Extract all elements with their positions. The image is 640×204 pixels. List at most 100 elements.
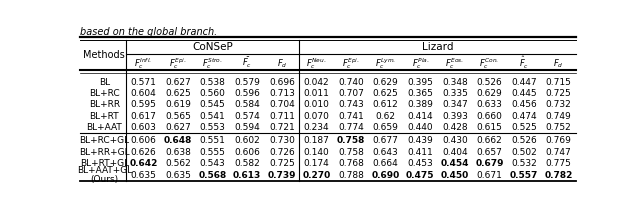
Text: 0.456: 0.456 (511, 100, 537, 109)
Text: 0.774: 0.774 (338, 123, 364, 132)
Text: 0.743: 0.743 (338, 100, 364, 109)
Text: 0.602: 0.602 (234, 136, 260, 145)
Text: 0.739: 0.739 (268, 170, 296, 179)
Text: 0.545: 0.545 (200, 100, 225, 109)
Text: 0.560: 0.560 (200, 89, 225, 98)
Text: 0.725: 0.725 (546, 89, 572, 98)
Text: 0.174: 0.174 (303, 158, 330, 167)
Text: 0.635: 0.635 (131, 170, 156, 179)
Text: 0.627: 0.627 (165, 77, 191, 86)
Text: 0.335: 0.335 (442, 89, 468, 98)
Text: 0.606: 0.606 (131, 136, 156, 145)
Text: 0.595: 0.595 (131, 100, 156, 109)
Text: BL: BL (99, 77, 110, 86)
Text: 0.752: 0.752 (546, 123, 572, 132)
Text: 0.782: 0.782 (545, 170, 573, 179)
Text: 0.629: 0.629 (477, 89, 502, 98)
Text: 0.662: 0.662 (477, 136, 502, 145)
Text: 0.348: 0.348 (442, 77, 468, 86)
Text: 0.775: 0.775 (546, 158, 572, 167)
Text: 0.428: 0.428 (442, 123, 468, 132)
Text: 0.625: 0.625 (165, 89, 191, 98)
Text: 0.704: 0.704 (269, 100, 295, 109)
Text: $F_c^{Con.}$: $F_c^{Con.}$ (479, 55, 500, 70)
Text: 0.525: 0.525 (511, 123, 537, 132)
Text: 0.594: 0.594 (234, 123, 260, 132)
Text: 0.707: 0.707 (338, 89, 364, 98)
Text: 0.690: 0.690 (372, 170, 400, 179)
Text: 0.140: 0.140 (303, 147, 330, 156)
Text: 0.664: 0.664 (372, 158, 399, 167)
Text: BL+AAT: BL+AAT (86, 123, 122, 132)
Text: 0.659: 0.659 (372, 123, 399, 132)
Text: 0.555: 0.555 (200, 147, 225, 156)
Text: 0.553: 0.553 (200, 123, 225, 132)
Text: 0.541: 0.541 (200, 111, 225, 120)
Text: 0.758: 0.758 (338, 147, 364, 156)
Text: 0.633: 0.633 (477, 100, 502, 109)
Text: 0.721: 0.721 (269, 123, 295, 132)
Text: 0.657: 0.657 (477, 147, 502, 156)
Text: BL+RR+GL: BL+RR+GL (79, 147, 130, 156)
Text: 0.596: 0.596 (234, 89, 260, 98)
Text: 0.612: 0.612 (372, 100, 399, 109)
Text: CoNSeP: CoNSeP (192, 42, 233, 52)
Text: 0.730: 0.730 (269, 136, 295, 145)
Text: 0.625: 0.625 (372, 89, 399, 98)
Text: $F_d$: $F_d$ (276, 57, 287, 69)
Text: 0.679: 0.679 (476, 158, 504, 167)
Text: 0.711: 0.711 (269, 111, 295, 120)
Text: 0.526: 0.526 (511, 136, 537, 145)
Text: $F_d$: $F_d$ (554, 57, 564, 69)
Text: 0.642: 0.642 (129, 158, 157, 167)
Text: $\bar{F_c}$: $\bar{F_c}$ (243, 56, 252, 70)
Text: 0.526: 0.526 (477, 77, 502, 86)
Text: 0.447: 0.447 (511, 77, 537, 86)
Text: BL+AAT+GL
(Ours): BL+AAT+GL (Ours) (77, 165, 132, 183)
Text: BL+RC: BL+RC (89, 89, 120, 98)
Text: 0.606: 0.606 (234, 147, 260, 156)
Text: 0.557: 0.557 (510, 170, 538, 179)
Text: 0.393: 0.393 (442, 111, 468, 120)
Text: BL+RC+GL: BL+RC+GL (79, 136, 129, 145)
Text: 0.619: 0.619 (165, 100, 191, 109)
Text: 0.414: 0.414 (408, 111, 433, 120)
Text: 0.011: 0.011 (303, 89, 330, 98)
Text: 0.538: 0.538 (200, 77, 225, 86)
Text: Methods: Methods (83, 50, 125, 60)
Text: 0.741: 0.741 (338, 111, 364, 120)
Text: 0.568: 0.568 (198, 170, 227, 179)
Text: 0.347: 0.347 (442, 100, 468, 109)
Text: 0.502: 0.502 (511, 147, 537, 156)
Text: 0.660: 0.660 (477, 111, 502, 120)
Text: 0.758: 0.758 (337, 136, 365, 145)
Text: 0.677: 0.677 (372, 136, 399, 145)
Text: 0.769: 0.769 (546, 136, 572, 145)
Text: 0.389: 0.389 (407, 100, 433, 109)
Text: 0.439: 0.439 (408, 136, 433, 145)
Text: 0.638: 0.638 (165, 147, 191, 156)
Text: 0.474: 0.474 (511, 111, 537, 120)
Text: 0.450: 0.450 (441, 170, 469, 179)
Text: 0.475: 0.475 (406, 170, 435, 179)
Text: 0.726: 0.726 (269, 147, 295, 156)
Text: 0.565: 0.565 (165, 111, 191, 120)
Text: 0.453: 0.453 (408, 158, 433, 167)
Text: 0.740: 0.740 (338, 77, 364, 86)
Text: 0.747: 0.747 (546, 147, 572, 156)
Text: 0.617: 0.617 (131, 111, 156, 120)
Text: 0.571: 0.571 (131, 77, 156, 86)
Text: $F_c^{Eos.}$: $F_c^{Eos.}$ (445, 55, 465, 70)
Text: 0.62: 0.62 (376, 111, 396, 120)
Text: 0.562: 0.562 (165, 158, 191, 167)
Text: $F_c^{Epi.}$: $F_c^{Epi.}$ (342, 55, 360, 70)
Text: 0.713: 0.713 (269, 89, 295, 98)
Text: $F_c^{Lym.}$: $F_c^{Lym.}$ (375, 55, 396, 70)
Text: 0.404: 0.404 (442, 147, 468, 156)
Text: 0.725: 0.725 (269, 158, 295, 167)
Text: 0.532: 0.532 (511, 158, 537, 167)
Text: 0.445: 0.445 (511, 89, 537, 98)
Text: 0.643: 0.643 (372, 147, 399, 156)
Text: 0.615: 0.615 (477, 123, 502, 132)
Text: $F_c^{Neu.}$: $F_c^{Neu.}$ (306, 55, 326, 70)
